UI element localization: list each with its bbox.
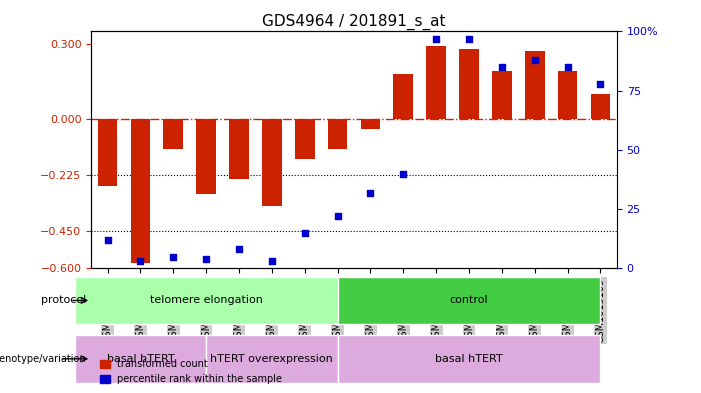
Legend: transformed count, percentile rank within the sample: transformed count, percentile rank withi… <box>96 356 286 388</box>
Text: basal hTERT: basal hTERT <box>435 354 503 364</box>
Bar <box>590 94 611 119</box>
Text: protocol: protocol <box>41 296 86 305</box>
Point <box>529 57 540 63</box>
Bar <box>426 46 446 119</box>
Bar <box>196 119 216 194</box>
Bar <box>130 119 150 263</box>
Point <box>365 189 376 196</box>
Bar <box>558 72 578 119</box>
Point <box>299 230 311 236</box>
Text: telomere elongation: telomere elongation <box>150 296 263 305</box>
Point <box>102 237 113 243</box>
Point <box>463 35 475 42</box>
Point <box>266 258 278 264</box>
Bar <box>459 49 479 119</box>
Point <box>168 253 179 260</box>
Point <box>496 64 508 70</box>
Point <box>233 246 245 253</box>
Bar <box>492 72 512 119</box>
Bar <box>97 119 118 186</box>
FancyBboxPatch shape <box>75 335 206 382</box>
Bar <box>525 51 545 119</box>
FancyBboxPatch shape <box>338 335 601 382</box>
Point <box>332 213 343 219</box>
Text: basal hTERT: basal hTERT <box>107 354 175 364</box>
Text: hTERT overexpression: hTERT overexpression <box>210 354 333 364</box>
Bar <box>328 119 348 149</box>
Bar <box>163 119 183 149</box>
FancyBboxPatch shape <box>75 277 338 324</box>
Point <box>200 256 212 262</box>
Point <box>135 258 146 264</box>
Bar <box>393 74 413 119</box>
Point <box>397 171 409 177</box>
Text: control: control <box>450 296 489 305</box>
Bar <box>360 119 381 129</box>
FancyBboxPatch shape <box>206 335 338 382</box>
Point <box>595 81 606 87</box>
FancyBboxPatch shape <box>338 277 601 324</box>
Point <box>562 64 573 70</box>
Bar <box>262 119 282 206</box>
Bar <box>229 119 249 178</box>
Bar <box>295 119 315 159</box>
Text: genotype/variation: genotype/variation <box>0 354 86 364</box>
Title: GDS4964 / 201891_s_at: GDS4964 / 201891_s_at <box>262 14 446 30</box>
Point <box>430 35 442 42</box>
